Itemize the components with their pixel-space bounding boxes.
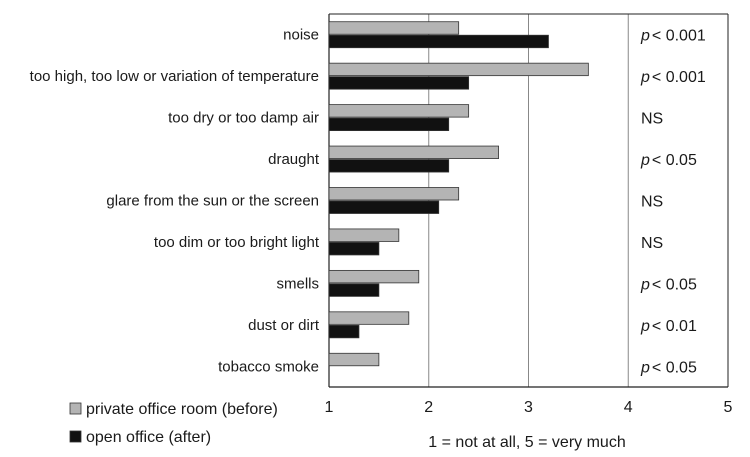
x-tick-label: 2 — [424, 399, 433, 416]
bar-after-7 — [328, 324, 360, 339]
significance-label: p < 0.001 — [640, 69, 706, 86]
x-axis-label: 1 = not at all, 5 = very much — [428, 434, 625, 451]
bar-after-0 — [328, 34, 549, 49]
bar-before-4 — [328, 187, 460, 201]
significance-value: < 0.001 — [652, 69, 706, 86]
bar-before-0 — [328, 21, 460, 35]
bar-before-1 — [328, 62, 589, 77]
significance-p-symbol: p — [640, 69, 650, 86]
significance-value: < 0.05 — [652, 359, 697, 376]
bar-before-8 — [328, 352, 380, 367]
category-label: dust or dirt — [248, 317, 320, 334]
significance-label: p < 0.05 — [640, 359, 697, 376]
significance-value: < 0.05 — [652, 276, 697, 293]
category-label: draught — [268, 151, 320, 168]
x-tick-label: 4 — [624, 399, 633, 416]
bar-after-3 — [328, 159, 450, 173]
category-label: too dim or too bright light — [154, 234, 320, 251]
bar-before-5 — [328, 228, 400, 242]
x-tick-label: 1 — [325, 399, 334, 416]
category-label: too high, too low or variation of temper… — [30, 68, 319, 85]
bar-after-1 — [328, 76, 470, 90]
bar-before-7 — [328, 311, 410, 325]
bar-after-6 — [328, 283, 380, 297]
legend-label: private office room (before) — [86, 401, 278, 418]
x-tick-label: 5 — [724, 399, 733, 416]
significance-p-symbol: p — [640, 318, 650, 335]
significance-value: < 0.05 — [652, 152, 697, 169]
significance-value: < 0.01 — [652, 318, 697, 335]
category-label: glare from the sun or the screen — [106, 193, 319, 210]
bar-before-6 — [328, 269, 420, 284]
significance-label: p < 0.05 — [640, 276, 697, 293]
category-label: tobacco smoke — [218, 358, 319, 375]
bar-before-3 — [328, 145, 499, 159]
significance-value: < 0.001 — [652, 28, 706, 45]
significance-p-symbol: p — [640, 359, 650, 376]
significance-label: p < 0.01 — [640, 318, 697, 335]
bar-after-4 — [328, 200, 440, 214]
bar-after-2 — [328, 117, 450, 132]
significance-label: NS — [641, 235, 663, 252]
significance-label: NS — [641, 194, 663, 211]
significance-p-symbol: p — [640, 276, 650, 293]
category-label: noise — [283, 27, 319, 44]
legend-swatch-1 — [69, 430, 82, 443]
significance-label: NS — [641, 111, 663, 128]
significance-p-symbol: p — [640, 28, 650, 45]
legend-swatch-0 — [69, 402, 82, 415]
category-label: smells — [276, 275, 319, 292]
x-tick-label: 3 — [524, 399, 533, 416]
legend-label: open office (after) — [86, 429, 211, 446]
significance-label: p < 0.001 — [640, 28, 706, 45]
significance-label: p < 0.05 — [640, 152, 697, 169]
category-label: too dry or too damp air — [168, 110, 319, 127]
bar-before-2 — [328, 104, 470, 118]
significance-p-symbol: p — [640, 152, 650, 169]
bar-after-5 — [328, 242, 380, 256]
